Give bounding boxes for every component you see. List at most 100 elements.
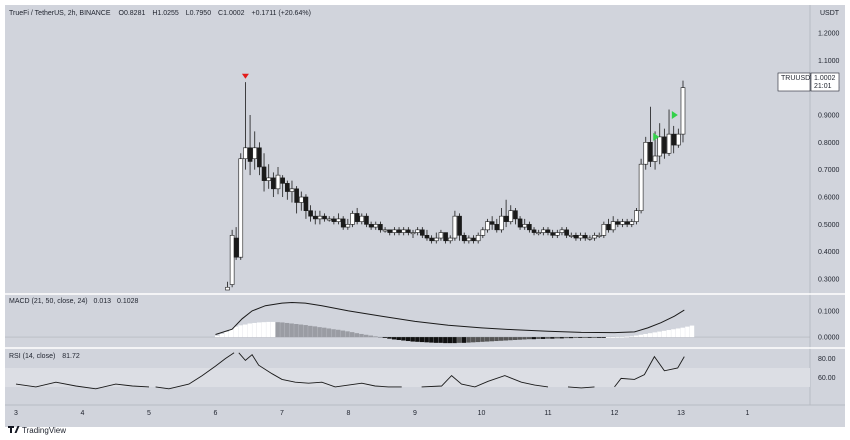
candle-body [429, 237, 434, 242]
macd-histogram-bar [298, 324, 304, 338]
candle-body [592, 235, 597, 239]
candle-body [541, 229, 546, 233]
rsi-line-segment [567, 386, 595, 389]
macd-histogram-bar [219, 333, 225, 338]
macd-histogram-bar [564, 337, 569, 339]
candle-body [438, 232, 444, 239]
candle-body [303, 196, 309, 211]
price-tick-label: 0.5000 [818, 222, 840, 229]
candle-body [415, 229, 420, 233]
macd-histogram-bar [280, 322, 285, 338]
macd-histogram-bar [489, 337, 495, 342]
candle-body [252, 147, 258, 160]
candle-body [406, 229, 411, 233]
candle-body [582, 235, 588, 239]
candle-body [298, 196, 304, 203]
macd-label: MACD (21, 50, close, 24) 0.013 0.1028 [9, 298, 139, 305]
candle-body [401, 229, 406, 233]
macd-histogram-bar [387, 337, 392, 339]
candle-body [261, 166, 267, 181]
candle-body [489, 221, 495, 225]
candle-body [485, 221, 490, 231]
macd-title: MACD (21, 50, close, 24) [9, 298, 88, 305]
change-value: +0.1711 (+20.64%) [251, 10, 310, 17]
candle-body [289, 188, 295, 192]
candle-body [382, 229, 388, 232]
price-tag-symbol: TRUUSDT [781, 75, 815, 82]
tradingview-brand[interactable]: TradingView [8, 426, 66, 435]
macd-histogram-bar [573, 337, 578, 338]
macd-histogram-bar [466, 337, 471, 343]
macd-histogram-bar [517, 337, 522, 340]
candle-body [620, 221, 625, 225]
rsi-value: 81.72 [62, 353, 80, 360]
macd-histogram-bar [312, 326, 318, 338]
candle-body [671, 133, 676, 146]
macd-histogram-bar [396, 337, 401, 340]
candle-body [387, 229, 393, 233]
macd-histogram-bar [494, 337, 499, 342]
rsi-title: RSI (14, close) [9, 353, 55, 360]
macd-histogram-bar [680, 327, 685, 338]
macd-histogram-bar [252, 322, 257, 338]
candlestick-series [225, 80, 686, 291]
macd-histogram-bar [526, 337, 532, 340]
candle-body [247, 147, 253, 162]
macd-histogram-bar [433, 337, 439, 343]
macd-histogram-bar [531, 337, 536, 340]
macd-histogram-bar [522, 337, 527, 340]
time-tick-label: 12 [611, 410, 619, 417]
macd-histogram-bar [461, 337, 467, 343]
macd-histogram-bar [568, 337, 574, 339]
macd-histogram-bar [503, 337, 509, 341]
macd-histogram-bar [657, 331, 662, 338]
macd-histogram-bar [336, 329, 341, 338]
candle-body [517, 218, 523, 228]
price-tick-label: 0.4000 [818, 249, 840, 256]
macd-value-2: 0.1028 [117, 298, 139, 305]
candle-body [354, 213, 360, 222]
candle-body [373, 224, 379, 228]
candle-body [322, 215, 327, 220]
sell-arrow-marker [241, 73, 249, 79]
candle-body [624, 221, 630, 225]
macd-histogram-bar [624, 336, 630, 338]
time-tick-label: 9 [413, 410, 417, 417]
candle-body [522, 224, 528, 228]
close-value: 1.0002 [223, 10, 245, 17]
macd-histogram-bar [289, 323, 294, 338]
candle-body [555, 232, 560, 236]
candle-body [294, 188, 299, 203]
macd-histogram-bar [429, 337, 434, 343]
candle-body [452, 215, 458, 239]
macd-histogram-bar [457, 337, 462, 343]
candle-body [308, 210, 313, 217]
macd-histogram-bar [619, 336, 625, 338]
macd-tick-label: 0.0000 [818, 335, 840, 342]
rsi-line-segment [15, 381, 150, 390]
rsi-band [5, 368, 810, 387]
price-tick-label: 0.8000 [818, 140, 840, 147]
tradingview-logo-icon [8, 426, 20, 433]
rsi-line-segment [421, 374, 549, 388]
candle-body [568, 235, 574, 237]
candle-body [466, 237, 472, 242]
macd-histogram-bar [382, 337, 387, 338]
candle-body [243, 147, 248, 160]
candle-body [610, 221, 616, 231]
macd-histogram-bar [405, 337, 411, 342]
candle-body [331, 218, 337, 222]
macd-histogram-bar [550, 337, 555, 339]
candle-body [676, 133, 681, 146]
macd-histogram-bar [340, 330, 346, 338]
candle-body [531, 229, 537, 233]
price-tick-label: 0.3000 [818, 277, 840, 284]
candle-body [312, 215, 318, 220]
macd-histogram-bar [606, 337, 611, 338]
macd-histogram-bar [652, 332, 657, 338]
candle-body [643, 142, 649, 165]
candle-body [443, 232, 448, 242]
macd-histogram-bar [270, 321, 276, 338]
candle-body [559, 229, 565, 233]
